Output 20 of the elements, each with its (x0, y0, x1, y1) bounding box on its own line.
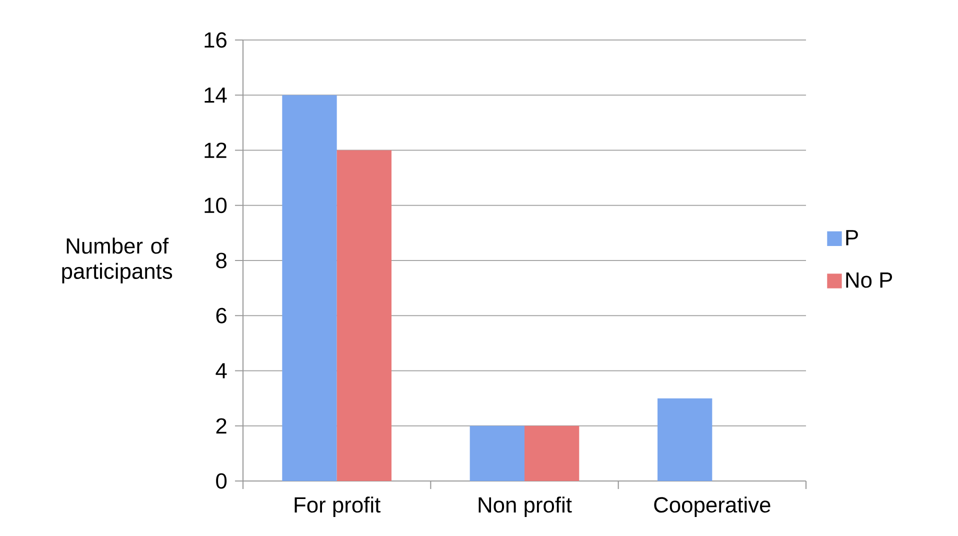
y-tick-label: 14 (204, 88, 227, 103)
x-tick-label: For profit (294, 496, 380, 517)
y-axis-title: Number of participants (62, 238, 172, 284)
bar (282, 95, 337, 481)
y-tick-label: 4 (216, 363, 227, 378)
legend-label: P (846, 230, 858, 246)
legend-label: No P (846, 272, 892, 288)
bar (658, 398, 712, 481)
y-tick-label: 12 (204, 142, 226, 158)
y-tick-label: 8 (216, 252, 226, 268)
bar (470, 426, 524, 481)
x-tick-label: Cooperative (654, 496, 770, 517)
bar (524, 426, 580, 481)
y-tick-label: 2 (216, 418, 226, 434)
y-tick-label: 10 (204, 198, 227, 214)
y-tick-label: 6 (216, 308, 226, 324)
y-tick-label: 0 (216, 473, 227, 489)
x-tick-label: Non profit (478, 496, 572, 517)
bar (336, 150, 392, 481)
y-tick-label: 16 (204, 32, 226, 48)
